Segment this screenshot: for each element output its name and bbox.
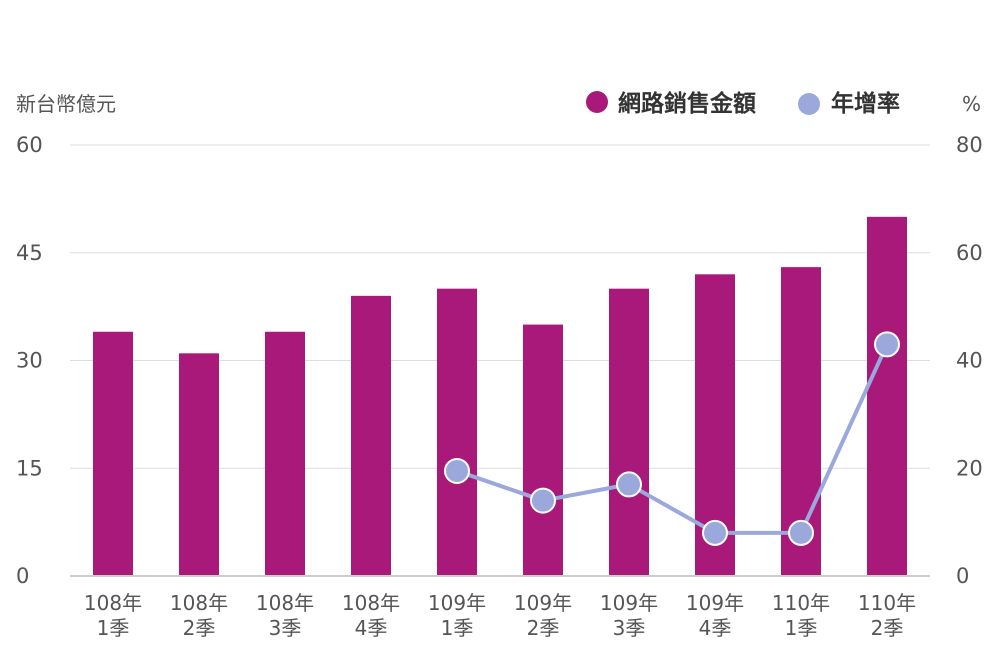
category-label: 108年 4季 [342, 591, 400, 640]
legend-label-growth: 年增率 [831, 90, 900, 117]
growth-point[interactable] [530, 487, 556, 514]
right-tick-label: 0 [956, 564, 969, 588]
legend: 網路銷售金額 年增率 [586, 90, 900, 117]
category-label: 109年 1季 [428, 591, 486, 640]
category-label: 108年 2季 [170, 591, 228, 640]
legend-marker-growth [798, 93, 820, 115]
category-label: 110年 2季 [858, 591, 916, 640]
category-label: 109年 4季 [686, 591, 744, 640]
growth-point[interactable] [444, 457, 470, 484]
bar-series [93, 216, 907, 577]
right-axis-unit: % [962, 92, 981, 116]
category-label: 110年 1季 [772, 591, 830, 640]
left-tick-label: 0 [16, 564, 29, 588]
legend-label-sales: 網路銷售金額 [618, 90, 756, 117]
category-label: 108年 3季 [256, 591, 314, 640]
left-tick-label: 45 [16, 241, 43, 265]
legend-marker-sales [586, 91, 608, 113]
bar[interactable] [351, 295, 391, 576]
left-tick-label: 15 [16, 456, 43, 480]
right-tick-label: 40 [956, 349, 983, 373]
category-label: 109年 3季 [600, 591, 658, 640]
right-tick-label: 20 [956, 456, 983, 480]
growth-point[interactable] [702, 519, 728, 546]
bar[interactable] [93, 331, 133, 576]
line-series [444, 331, 900, 546]
category-labels: 108年 1季 108年 2季 108年 3季 108年 4季 109年 1季 109年 2季 109年… [84, 591, 916, 640]
bar[interactable] [609, 288, 649, 576]
right-tick-label: 60 [956, 241, 983, 265]
left-axis-unit: 新台幣億元 [16, 92, 116, 116]
right-axis-ticks: 0 20 40 60 80 [956, 133, 983, 588]
growth-point[interactable] [874, 331, 900, 358]
bar[interactable] [437, 288, 477, 576]
growth-point[interactable] [616, 471, 642, 498]
category-label: 108年 1季 [84, 591, 142, 640]
bar[interactable] [179, 353, 219, 576]
legend-item-sales[interactable]: 網路銷售金額 [586, 90, 756, 117]
right-tick-label: 80 [956, 133, 983, 157]
left-tick-label: 30 [16, 349, 43, 373]
bar[interactable] [867, 216, 907, 577]
bar[interactable] [523, 324, 563, 576]
left-tick-label: 60 [16, 133, 43, 157]
legend-item-growth[interactable]: 年增率 [798, 90, 900, 117]
left-axis-ticks: 0 15 30 45 60 [16, 133, 43, 588]
growth-line [456, 343, 889, 535]
growth-point[interactable] [788, 519, 814, 546]
category-label: 109年 2季 [514, 591, 572, 640]
bar[interactable] [265, 331, 305, 576]
